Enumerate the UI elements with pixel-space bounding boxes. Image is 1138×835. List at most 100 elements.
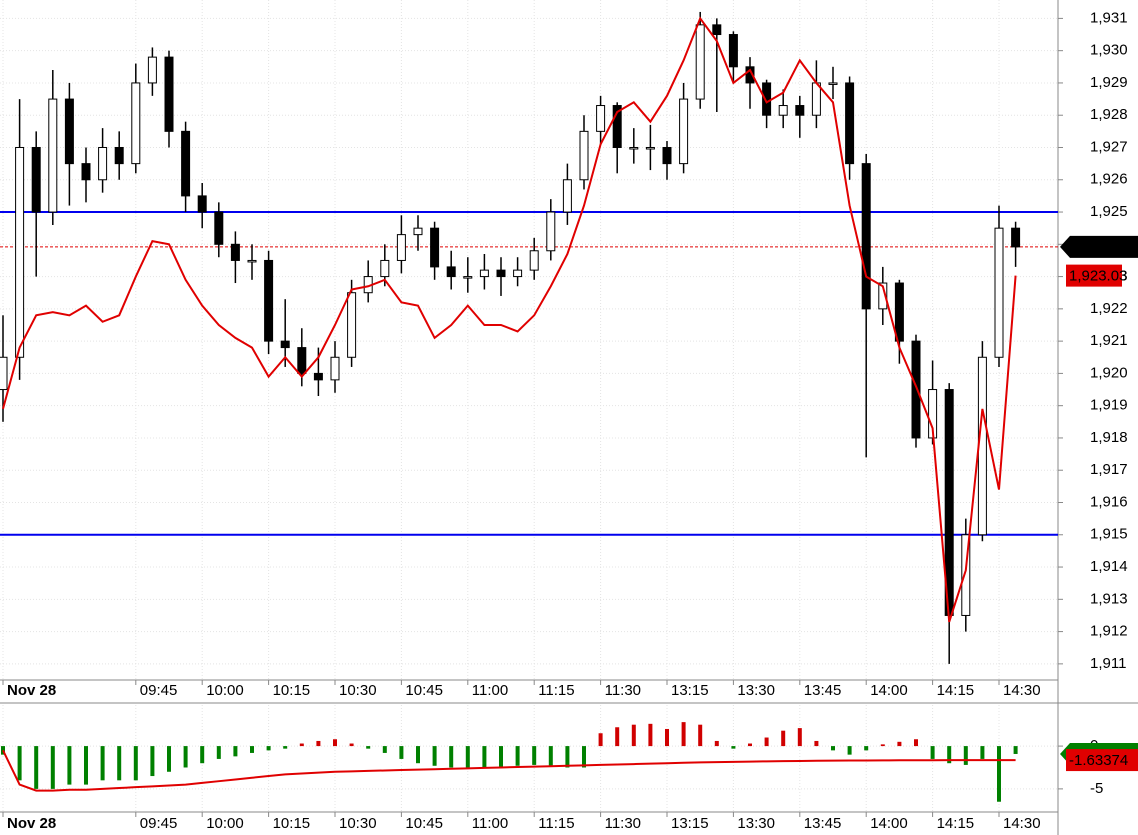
histogram-bar (283, 746, 288, 749)
candle-body (496, 269, 506, 278)
histogram-bar (50, 746, 55, 789)
histogram-bar (681, 722, 686, 747)
y-tick-label: 1,921 (1090, 332, 1128, 349)
candle-body (479, 269, 489, 278)
histogram-bar (582, 746, 586, 768)
candle-body (347, 292, 357, 358)
histogram-bar (914, 739, 918, 747)
histogram-bar (416, 746, 420, 764)
histogram-bar (333, 739, 337, 747)
last-value-box (1066, 264, 1122, 287)
last-value-label: 1,923.92 (1072, 239, 1130, 256)
candle-body (463, 276, 473, 279)
histogram-bar (183, 746, 188, 768)
x-tick-label: 10:15 (273, 682, 311, 699)
candle-body (114, 146, 124, 165)
histogram-bar (84, 746, 88, 785)
y-tick-label: 1,920 (1090, 364, 1128, 381)
x-tick-label: 13:30 (737, 682, 775, 699)
candle-body (546, 211, 556, 252)
candle-body (1011, 227, 1021, 248)
histogram-bar (548, 746, 553, 766)
histogram-bar (947, 746, 952, 764)
histogram-bar (797, 728, 802, 747)
x-tick-label: 10:30 (339, 815, 377, 832)
candle-body (396, 234, 406, 261)
candle-body (230, 243, 240, 261)
histogram-bar (399, 746, 404, 759)
histogram-bar (482, 746, 487, 768)
candle-body (380, 259, 390, 278)
histogram-bar (515, 746, 520, 766)
x-tick-label: 09:45 (140, 682, 178, 699)
candle-body (911, 340, 921, 439)
y-tick-label: 1,925 (1090, 203, 1128, 220)
candle-body (762, 82, 772, 116)
y-tick-label: 1,930 (1090, 42, 1128, 59)
histogram-bar (532, 746, 537, 765)
histogram-bar (980, 746, 985, 759)
histogram-bar (764, 737, 769, 747)
y-tick-label: 1,931 (1090, 9, 1128, 26)
histogram-bar (316, 740, 321, 747)
x-tick-label: 11:30 (605, 682, 641, 699)
x-tick-label: Nov 28 (7, 815, 56, 832)
candle-body (131, 82, 141, 165)
histogram-bar (499, 746, 503, 767)
candle-body (264, 259, 274, 342)
last-value-label: -1.63374 (1069, 752, 1128, 769)
histogram-bar (880, 744, 885, 747)
histogram-bar (150, 746, 155, 777)
y-tick-label: -5 (1090, 780, 1103, 797)
candle-body (214, 211, 224, 245)
histogram-bar (997, 746, 1001, 802)
candle-body (31, 146, 41, 213)
x-tick-label: 14:15 (937, 815, 975, 832)
candle-body (430, 227, 440, 268)
candle-body (728, 34, 738, 68)
histogram-bar (814, 740, 819, 747)
indicator-line (2, 16, 1017, 623)
y-tick-label: 1,918 (1090, 429, 1128, 446)
candle-body (529, 250, 539, 271)
last-value-box (1060, 235, 1138, 258)
candle-body (878, 282, 888, 310)
y-tick-label: 1,919 (1090, 397, 1128, 414)
candle-body (745, 66, 755, 84)
candle-body (513, 269, 523, 278)
x-tick-label: 11:00 (472, 815, 508, 832)
x-tick-label: 09:45 (140, 815, 178, 832)
candle-body (778, 105, 788, 116)
candle-body (712, 24, 722, 36)
candle-body (612, 105, 622, 148)
x-tick-label: 13:45 (804, 815, 842, 832)
candle-body (629, 146, 639, 150)
histogram-bar (349, 743, 354, 747)
histogram-bar (631, 724, 636, 747)
candle-body (977, 356, 987, 536)
indicator-line (2, 749, 1016, 792)
candle-body (861, 163, 871, 310)
x-tick-label: 13:45 (804, 682, 842, 699)
histogram-bar (831, 746, 835, 751)
y-tick-label: 1,917 (1090, 461, 1128, 478)
x-tick-label: 13:15 (671, 815, 709, 832)
x-tick-label: Nov 28 (7, 682, 56, 699)
candle-body (894, 282, 904, 342)
x-tick-label: 14:30 (1003, 815, 1041, 832)
histogram-bar (598, 733, 603, 747)
histogram-bar (963, 746, 968, 765)
histogram-bar (864, 746, 869, 751)
x-tick-label: 10:00 (206, 682, 244, 699)
histogram-bar (34, 746, 39, 789)
x-tick-label: 10:00 (206, 815, 244, 832)
histogram-bar (781, 730, 786, 747)
histogram-bar (266, 746, 271, 751)
histogram-bar (117, 746, 122, 781)
histogram-bar (465, 746, 470, 768)
x-tick-label: 11:30 (605, 815, 641, 832)
candle-body (413, 227, 423, 236)
x-tick-label: 10:45 (405, 815, 443, 832)
candle-body (330, 356, 340, 381)
